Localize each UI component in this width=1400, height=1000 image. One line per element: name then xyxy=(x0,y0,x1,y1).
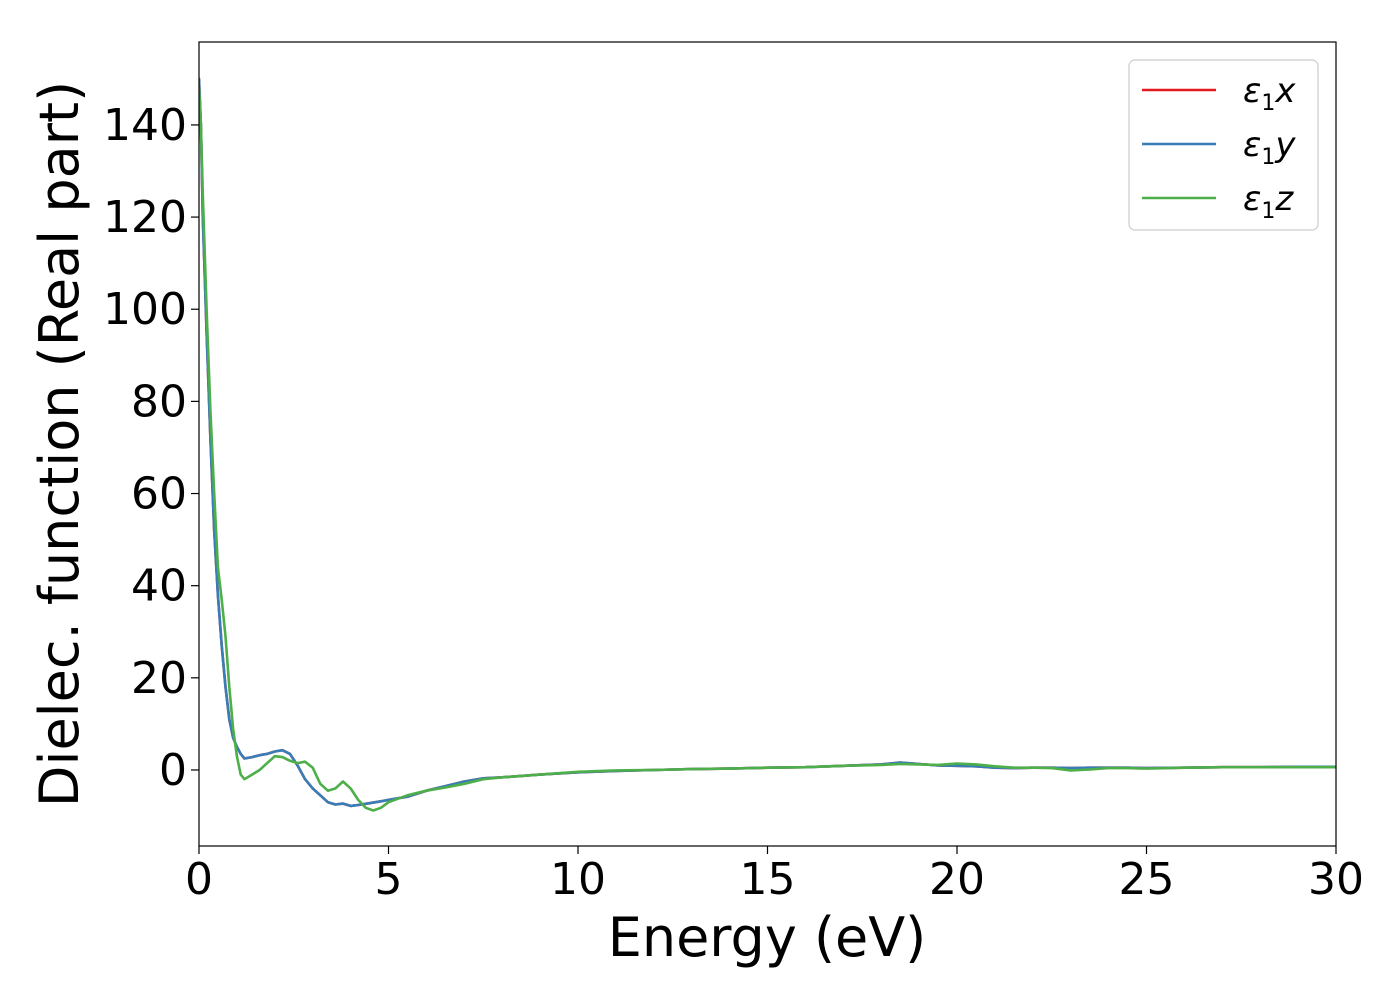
x-tick-label: 20 xyxy=(929,854,985,905)
legend-label-y: ε1y xyxy=(1243,125,1296,170)
y-tick-label: 20 xyxy=(131,653,187,704)
x-axis-title: Energy (eV) xyxy=(608,906,927,969)
y-tick-label: 100 xyxy=(103,284,187,335)
x-axis: 0 5 10 15 20 25 30 xyxy=(185,846,1364,905)
legend: ε1x ε1y ε1z xyxy=(1128,59,1319,231)
x-tick-label: 5 xyxy=(375,854,403,905)
legend-label-z: ε1z xyxy=(1243,179,1294,224)
series-layer xyxy=(199,77,1336,812)
y-tick-label: 80 xyxy=(131,376,187,427)
x-tick-label: 10 xyxy=(550,854,606,905)
x-tick-label: 15 xyxy=(740,854,796,905)
legend-label-x: ε1x xyxy=(1243,71,1296,116)
x-tick-label: 25 xyxy=(1119,854,1175,905)
x-tick-label: 0 xyxy=(185,854,213,905)
y-tick-label: 60 xyxy=(131,469,187,520)
y-axis: 0 20 40 60 80 100 120 140 xyxy=(103,100,199,796)
y-tick-label: 0 xyxy=(159,745,187,796)
series-line-z xyxy=(199,86,1336,812)
y-tick-label: 40 xyxy=(131,561,187,612)
y-tick-label: 120 xyxy=(103,192,187,243)
y-axis-title: Dielec. function (Real part) xyxy=(28,81,91,807)
y-tick-label: 140 xyxy=(103,100,187,151)
legend-box xyxy=(1128,59,1319,231)
x-tick-label: 30 xyxy=(1308,854,1364,905)
